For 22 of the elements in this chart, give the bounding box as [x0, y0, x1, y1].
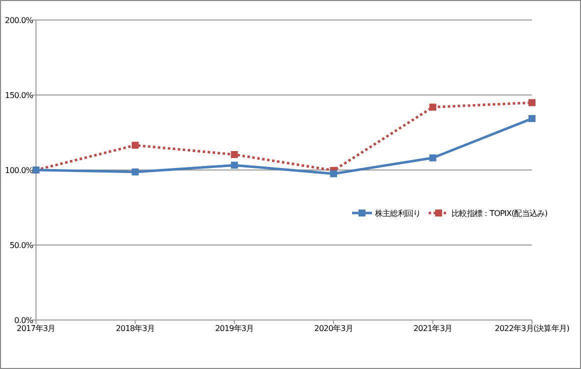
y-tick-label: 150.0% — [4, 91, 34, 100]
point — [528, 99, 536, 106]
x-tick-label: 2018年3月 — [116, 324, 155, 333]
legend-label: 比較指標：TOPIX(配当込み) — [452, 209, 548, 218]
point — [330, 170, 338, 178]
x-tick-label: 2021年3月 — [413, 324, 452, 333]
x-tick-label: 2022年3月(決算年月) — [494, 324, 570, 333]
point — [230, 162, 238, 169]
point — [429, 154, 436, 162]
legend-label: 株主総利回り — [374, 209, 421, 218]
y-tick-label: 50.0% — [10, 241, 34, 250]
x-tick-label: 2020年3月 — [314, 324, 353, 333]
y-tick-label: 100.0% — [4, 166, 34, 175]
y-tick-label: 0.0% — [14, 316, 34, 325]
point — [132, 142, 139, 149]
x-tick-label: 2017年3月 — [16, 324, 56, 333]
point — [429, 104, 436, 111]
y-tick-label: 200.0% — [4, 16, 34, 25]
point — [528, 115, 536, 122]
x-tick-label: 2019年3月 — [215, 324, 254, 333]
point — [132, 168, 139, 176]
point — [230, 151, 238, 158]
